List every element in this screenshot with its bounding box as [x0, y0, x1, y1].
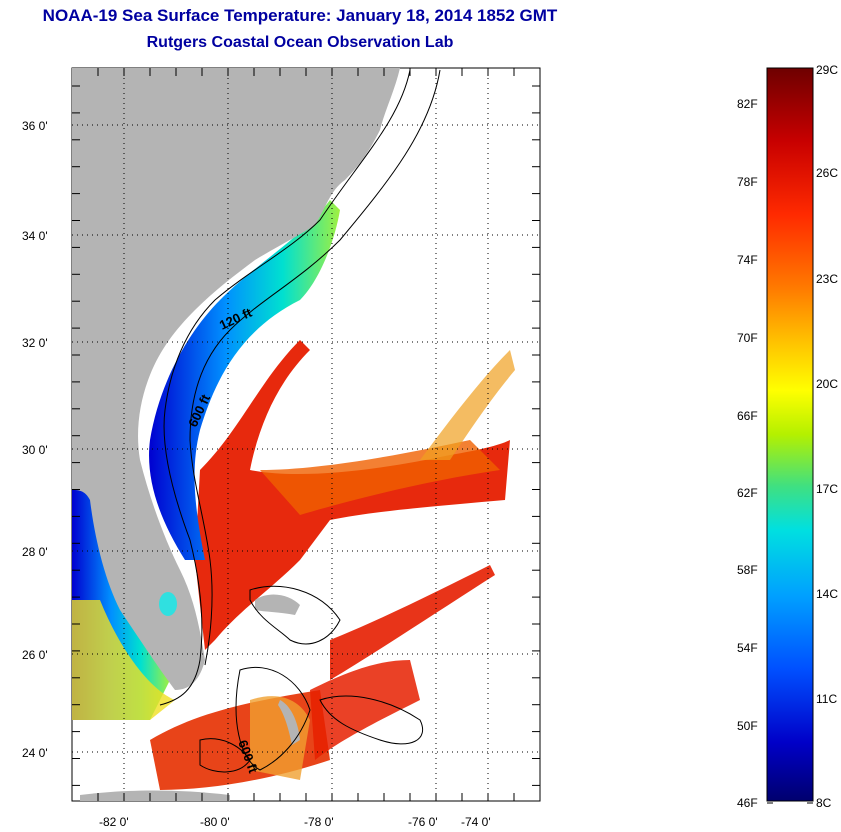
colorbar-f-58: 58F [737, 563, 758, 577]
map-subtitle: Rutgers Coastal Ocean Observation Lab [146, 34, 454, 51]
sst-layer [72, 68, 515, 801]
colorbar-f-82: 82F [737, 97, 758, 111]
colorbar-f-50: 50F [737, 719, 758, 733]
colorbar-f-66: 66F [737, 409, 758, 423]
lat-label-28: 28 0' [22, 545, 48, 559]
lon-label-76: -76 0' [408, 815, 438, 829]
andros-island [278, 700, 300, 745]
us-landmass [72, 68, 400, 690]
map-title: NOAA-19 Sea Surface Temperature: January… [42, 6, 558, 25]
coastal-cold-water [149, 200, 340, 560]
colorbar-f-46: 46F [737, 796, 758, 810]
lon-label-74: -74 0' [461, 815, 491, 829]
lat-label-36: 36 0' [22, 119, 48, 133]
lon-label-80: -80 0' [200, 815, 230, 829]
colorbar-c-14: 14C [816, 587, 838, 601]
colorbar-c-8: 8C [816, 796, 832, 810]
colorbar-c-20: 20C [816, 377, 838, 391]
warm-filament [330, 565, 495, 680]
colorbar-f-70: 70F [737, 331, 758, 345]
colorbar-f-54: 54F [737, 641, 758, 655]
colorbar-f-78: 78F [737, 175, 758, 189]
lat-label-24: 24 0' [22, 746, 48, 760]
lat-label-30: 30 0' [22, 443, 48, 457]
cuba-coast [80, 790, 230, 801]
colorbar-f-62: 62F [737, 486, 758, 500]
bathymetry-120ft [159, 69, 411, 706]
lon-label-82: -82 0' [99, 815, 129, 829]
colorbar [766, 67, 814, 802]
colorbar-c-26: 26C [816, 166, 838, 180]
colorbar-c-23: 23C [816, 272, 838, 286]
colorbar-c-17: 17C [816, 482, 838, 496]
colorbar-c-11: 11C [816, 692, 837, 706]
colorbar-f-74: 74F [737, 253, 758, 267]
lat-label-26: 26 0' [22, 648, 48, 662]
bathymetry-600ft [189, 69, 441, 666]
lat-label-32: 32 0' [22, 336, 48, 350]
lat-label-34: 34 0' [22, 229, 48, 243]
colorbar-c-29: 29C [816, 63, 838, 77]
lon-label-78: -78 0' [304, 815, 334, 829]
lake-okeechobee [159, 592, 177, 616]
